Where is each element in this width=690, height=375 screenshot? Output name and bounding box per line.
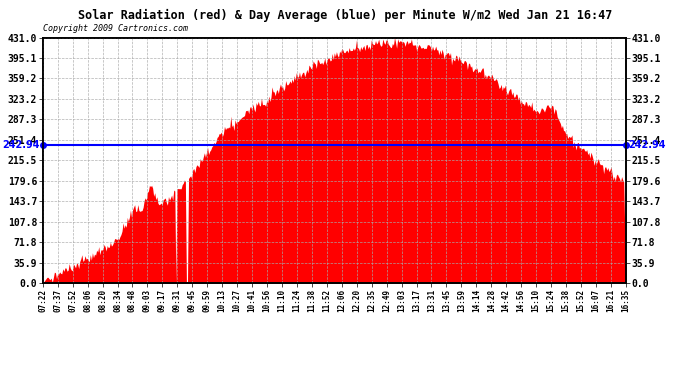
Text: 242.94: 242.94 (629, 140, 667, 150)
Text: 242.94: 242.94 (2, 140, 40, 150)
Text: Copyright 2009 Cartronics.com: Copyright 2009 Cartronics.com (43, 24, 188, 33)
Text: Solar Radiation (red) & Day Average (blue) per Minute W/m2 Wed Jan 21 16:47: Solar Radiation (red) & Day Average (blu… (78, 9, 612, 22)
